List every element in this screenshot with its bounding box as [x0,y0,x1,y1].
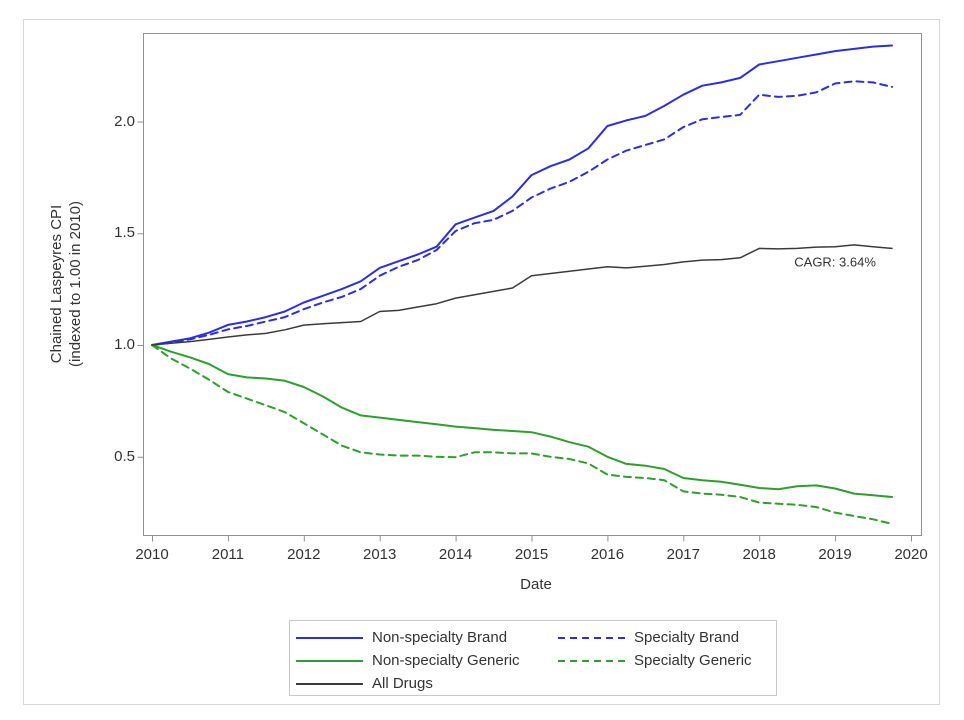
y-tick-label: 0.5 [114,447,135,465]
non-specialty-generic-line-swatch [296,659,363,662]
legend-label: Non-specialty Generic [372,652,520,669]
y-tick-label: 1.5 [114,224,135,242]
x-tick-label: 2014 [438,546,473,563]
x-tick-label: 2020 [894,546,928,563]
x-tick-label: 2016 [590,546,625,563]
cagr-annotation: CAGR: 3.64% [794,254,876,270]
legend-item-non-specialty-brand: Non-specialty Brand [296,629,558,646]
x-tick-label: 2018 [742,546,776,563]
legend-label: Non-specialty Brand [372,629,508,646]
x-axis-label: Date [520,576,552,593]
y-tick-label: 1.0 [114,336,135,353]
x-tick-label: 2012 [287,546,321,563]
x-tick-label: 2013 [363,546,397,563]
figure-border [23,19,940,705]
legend-label: Specialty Brand [634,629,740,646]
x-tick-label: 2019 [818,546,852,563]
specialty-brand-line-swatch [558,636,625,639]
legend: Non-specialty Brand Specialty Brand Non-… [289,620,777,696]
x-tick-label: 2017 [666,546,700,563]
legend-item-specialty-generic: Specialty Generic [558,652,776,669]
x-tick-label: 2011 [211,546,245,563]
x-tick-label: 2010 [135,546,169,563]
legend-label: All Drugs [372,675,433,692]
specialty-generic-line-swatch [558,659,625,662]
legend-label: Specialty Generic [634,652,752,669]
y-tick-label: 2.0 [114,112,135,130]
non-specialty-brand-line-swatch [296,636,363,639]
y-axis-label-line2: (indexed to 1.00 in 2010) [67,201,84,367]
legend-item-non-specialty-generic: Non-specialty Generic [296,652,558,669]
x-tick-label: 2015 [514,546,549,563]
all-drugs-line-swatch [296,682,363,685]
legend-item-specialty-brand: Specialty Brand [558,629,776,646]
y-axis-label-line1: Chained Laspeyres CPI [48,204,65,364]
legend-item-all-drugs: All Drugs [296,675,558,692]
